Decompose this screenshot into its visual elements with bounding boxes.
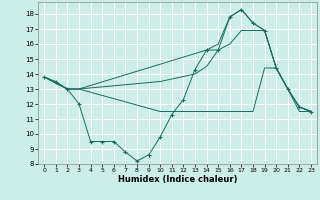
- X-axis label: Humidex (Indice chaleur): Humidex (Indice chaleur): [118, 175, 237, 184]
